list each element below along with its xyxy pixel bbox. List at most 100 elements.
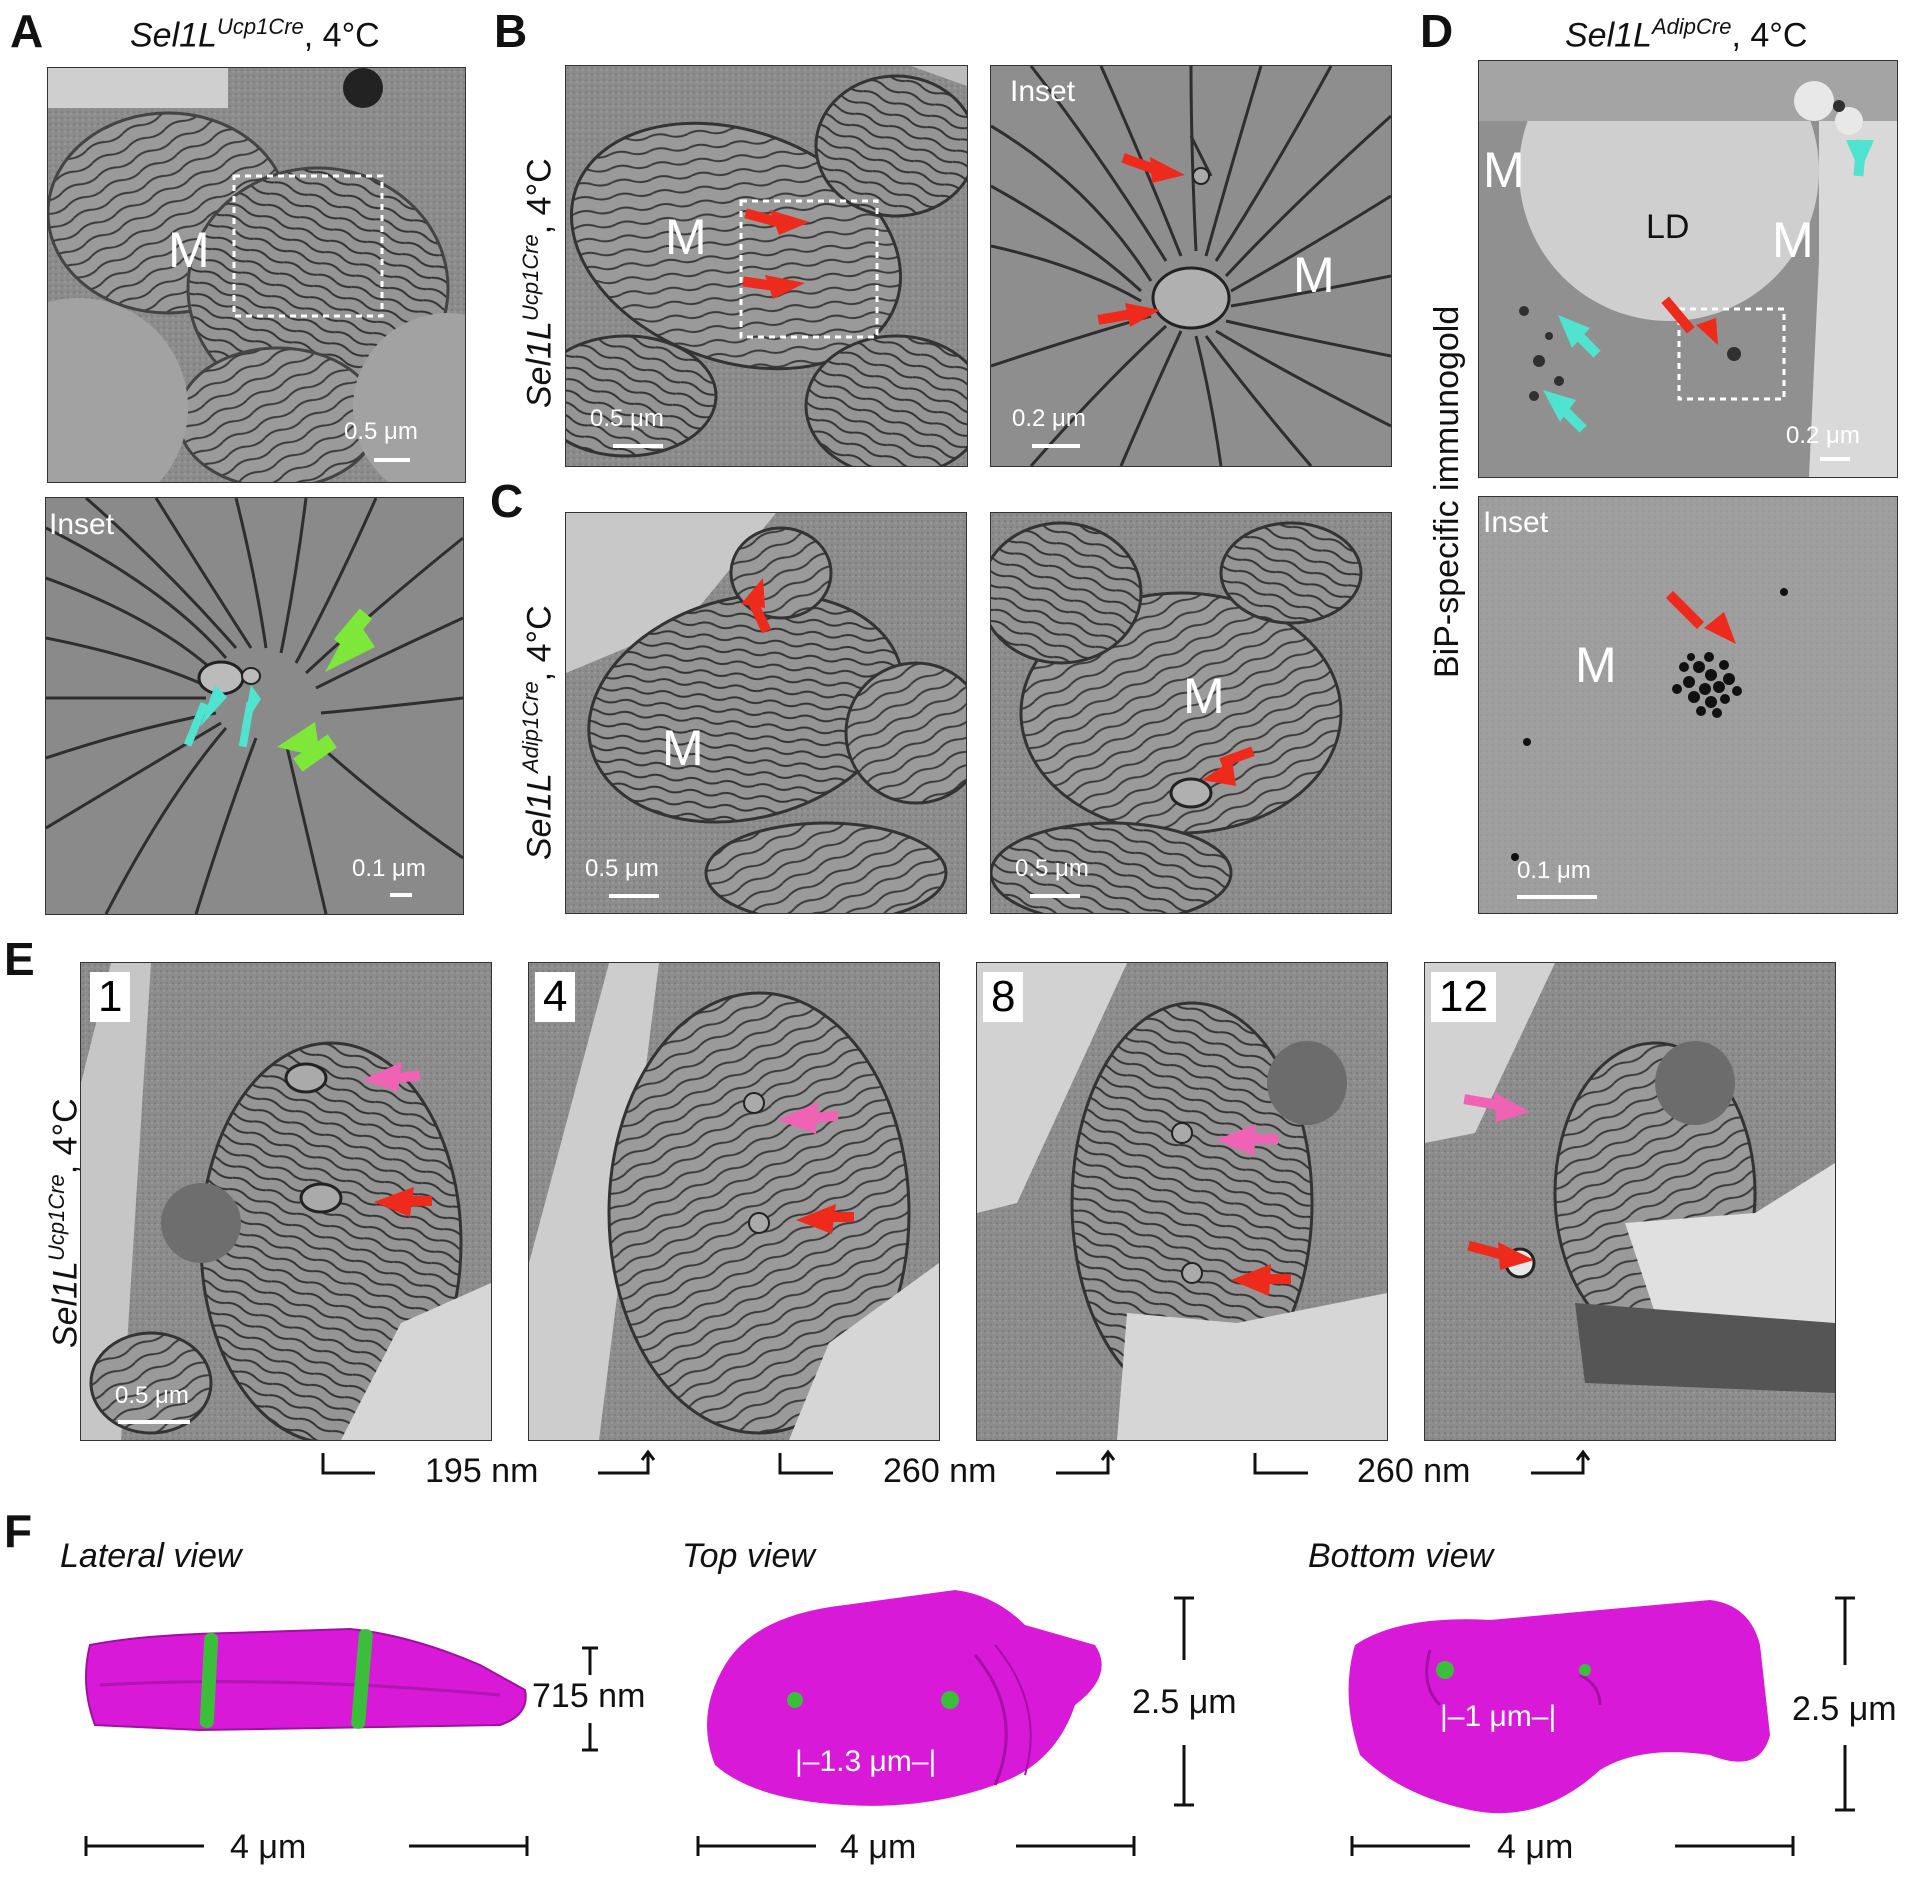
- panel-d-inset-label: Inset: [1483, 506, 1549, 539]
- panel-e-distance-1: 195 nm: [425, 1452, 539, 1490]
- panel-e-section-8-arrows: [1216, 1124, 1291, 1296]
- panel-e-side-rest: , 4°C: [46, 1098, 85, 1175]
- panel-b-side-sup: Ucp1Cre: [518, 234, 543, 322]
- bottom-view-title: Bottom view: [1308, 1537, 1494, 1575]
- panel-c-right-scale-bar: [1030, 894, 1080, 898]
- panel-e-section-12-arrows: [1463, 1092, 1534, 1270]
- panel-a-scale-label: 0.5 μm: [344, 418, 418, 445]
- lateral-view-title: Lateral view: [60, 1537, 242, 1575]
- top-height-label: 2.5 μm: [1132, 1683, 1237, 1721]
- panel-a-inset-label: Inset: [49, 508, 115, 541]
- panel-c-right-image: [990, 512, 1392, 914]
- panel-d-ld-label: LD: [1646, 208, 1690, 246]
- panel-c-left-arrows: [741, 578, 772, 634]
- top-view-model: [707, 1590, 1102, 1806]
- panel-c-side-sup: Adip1Cre: [518, 681, 543, 774]
- panel-e-scale-bar: [118, 1420, 190, 1424]
- panel-e-side-sup: Ucp1Cre: [44, 1174, 69, 1262]
- panel-e-section-8-image: [976, 962, 1388, 1441]
- panel-d-title-sup: AdipCre: [1651, 14, 1732, 39]
- panel-e-distance-3: 260 nm: [1357, 1452, 1471, 1490]
- panel-d-top-m-label-1: M: [1483, 142, 1525, 198]
- top-view-title: Top view: [682, 1537, 815, 1575]
- bottom-view-model: [1348, 1600, 1770, 1814]
- panel-b-side-rest: , 4°C: [520, 158, 559, 235]
- lateral-view-model: [85, 1627, 527, 1732]
- panel-d-top-scale-label: 0.2 μm: [1786, 422, 1860, 449]
- panel-a-title: Sel1LUcp1Cre, 4°C: [130, 14, 380, 55]
- lateral-height-bracket: [582, 1646, 598, 1752]
- panel-c-right-arrows: [1202, 746, 1255, 786]
- panel-e-distance-2: 260 nm: [883, 1452, 997, 1490]
- panel-d-top-scale-bar: [1820, 457, 1850, 461]
- panel-a-inset-scale-bar: [390, 893, 412, 897]
- panel-d-inset-scale-label: 0.1 μm: [1517, 857, 1591, 884]
- bottom-width-label: 4 μm: [1497, 1828, 1574, 1866]
- panel-e-scale-label: 0.5 μm: [115, 1382, 189, 1409]
- panel-b-left-scale-label: 0.5 μm: [590, 405, 664, 432]
- panel-a-arrows: [183, 608, 375, 772]
- panel-b-side-label: Sel1LUcp1Cre, 4°C: [518, 158, 559, 408]
- panel-d-title: Sel1LAdipCre, 4°C: [1565, 14, 1807, 55]
- panel-d-top-arrows: [1543, 139, 1874, 433]
- panel-a-title-sup: Ucp1Cre: [216, 14, 304, 39]
- bottom-width-bracket: [1350, 1836, 1795, 1856]
- bottom-view-inner-label: |–1 μm–|: [1440, 1700, 1557, 1733]
- bottom-view-inner-value: 1 μm: [1464, 1700, 1532, 1733]
- panel-e-side-main: Sel1L: [46, 1261, 85, 1348]
- panel-b-right-arrows: [1097, 153, 1185, 327]
- panel-a-inset-scale-label: 0.1 μm: [352, 855, 426, 882]
- panel-e-section-4-arrows: [778, 1102, 854, 1234]
- panel-a-m-label: M: [168, 222, 210, 278]
- panel-d-side-label: BiP-specific immunogold: [1428, 305, 1466, 678]
- panel-letter-c: C: [490, 475, 524, 527]
- panel-d-title-main: Sel1L: [1565, 16, 1652, 55]
- panel-c-right-scale-label: 0.5 μm: [1015, 855, 1089, 882]
- panel-c-side-label: Sel1LAdip1Cre, 4°C: [518, 605, 559, 860]
- panel-e-section-number-4: 4: [535, 972, 576, 1023]
- panel-d-top-m-label-2: M: [1772, 212, 1814, 268]
- panel-e-section-brackets: [321, 1449, 1591, 1475]
- panel-d-inset-image: [1478, 496, 1898, 914]
- lateral-width-bracket: [84, 1836, 529, 1856]
- panel-e-section-number-1: 1: [90, 972, 131, 1023]
- panel-b-left-image: [565, 65, 968, 467]
- panel-d-inset-arrows: [1665, 590, 1736, 644]
- panel-c-left-m-label: M: [662, 720, 704, 776]
- panel-d-inset-scale-bar: [1517, 895, 1597, 899]
- panel-a-scale-bar: [374, 458, 410, 462]
- panel-letter-d: D: [1420, 5, 1454, 57]
- panel-a-title-rest: , 4°C: [303, 16, 380, 55]
- panel-letter-b: B: [494, 5, 528, 57]
- panel-b-left-scale-bar: [613, 444, 663, 448]
- panel-d-top-image: [1478, 60, 1898, 478]
- top-height-bracket: [1174, 1596, 1194, 1807]
- bottom-height-label: 2.5 μm: [1792, 1690, 1897, 1728]
- top-view-inner-label: |–1.3 μm–|: [795, 1745, 937, 1778]
- top-view-inner-value: 1.3 μm: [819, 1745, 912, 1778]
- panel-b-side-main: Sel1L: [520, 321, 559, 408]
- panel-e-section-1-image: [80, 962, 492, 1441]
- panel-a-em-image: [47, 67, 466, 483]
- bottom-height-bracket: [1835, 1596, 1855, 1812]
- panel-a-title-main: Sel1L: [130, 16, 217, 55]
- panel-b-right-scale-label: 0.2 μm: [1012, 405, 1086, 432]
- panel-e-section-number-12: 12: [1431, 972, 1496, 1023]
- panel-e-section-1-arrows: [362, 1062, 432, 1217]
- panel-d-title-rest: , 4°C: [1731, 16, 1808, 55]
- panel-letter-f: F: [4, 1505, 33, 1557]
- lateral-height-label: 715 nm: [532, 1677, 646, 1715]
- panel-letter-e: E: [4, 933, 35, 985]
- panel-e-section-4-image: [528, 962, 940, 1441]
- panel-b-right-inset-label: Inset: [1010, 75, 1076, 108]
- panel-c-right-m-label: M: [1183, 668, 1225, 724]
- panel-b-right-image: [990, 65, 1392, 467]
- cyan-arrow-1: [200, 685, 227, 727]
- panel-c-left-scale-bar: [609, 894, 659, 898]
- panel-d-inset-m-label: M: [1575, 637, 1617, 693]
- panel-e-section-12-image: [1424, 962, 1836, 1441]
- top-width-label: 4 μm: [840, 1828, 917, 1866]
- panel-e-section-number-8: 8: [983, 972, 1024, 1023]
- panel-b-right-scale-bar: [1032, 444, 1080, 448]
- panel-letter-a: A: [10, 5, 44, 57]
